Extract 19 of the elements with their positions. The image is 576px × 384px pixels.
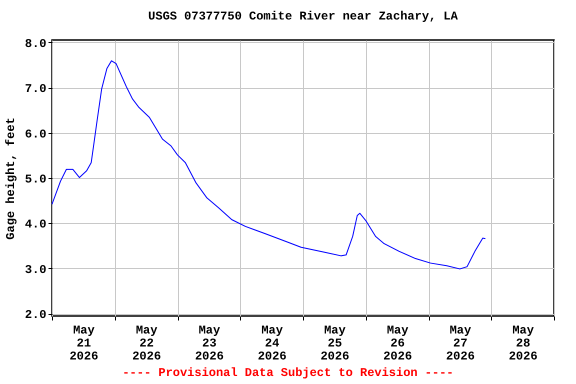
x-tick-label: May 28 2026 xyxy=(508,324,538,364)
y-tick-label: 3.0 xyxy=(24,262,46,277)
y-tick-label: 7.0 xyxy=(24,82,46,96)
x-tick-label: May 25 2026 xyxy=(320,324,350,364)
y-tick-label: 8.0 xyxy=(24,36,46,51)
x-tick-label: May 26 2026 xyxy=(383,324,412,364)
line-series xyxy=(52,60,486,270)
x-tick-label: May 27 2026 xyxy=(446,324,475,364)
x-tick-label: May 22 2026 xyxy=(132,324,162,364)
y-tick-label: 5.0 xyxy=(24,172,46,186)
x-tick-label: May 21 2026 xyxy=(69,324,98,364)
y-tick-label: 4.0 xyxy=(24,218,46,232)
chart-title: USGS 07377750 Comite River near Zachary, LA xyxy=(148,9,459,24)
x-tick-label: May 23 2026 xyxy=(194,324,224,364)
text: ---- Provisional Data Subject to Revision ---- xyxy=(121,366,455,380)
y-tick-label: 6.0 xyxy=(24,127,46,142)
x-tick-label: May 24 2026 xyxy=(258,324,287,364)
y-axis-title: Gage height, feet xyxy=(4,117,18,240)
y-tick-label: 2.0 xyxy=(24,308,46,322)
